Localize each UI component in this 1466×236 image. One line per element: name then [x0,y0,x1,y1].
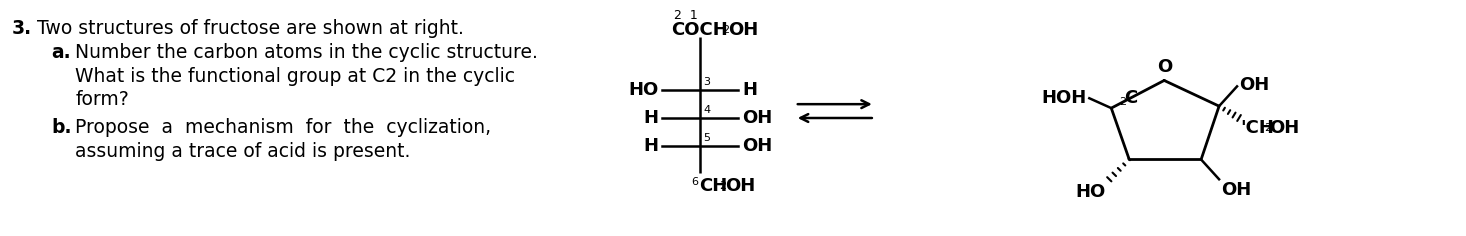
Text: What is the functional group at C2 in the cyclic: What is the functional group at C2 in th… [75,67,515,86]
Text: 5: 5 [704,133,710,143]
Text: OH: OH [742,137,773,155]
Text: 3.: 3. [12,19,31,38]
Text: Two structures of fructose are shown at right.: Two structures of fructose are shown at … [37,19,465,38]
Text: 2: 2 [1119,97,1126,107]
Text: 2  1: 2 1 [674,9,698,22]
Text: HOH: HOH [1041,89,1086,107]
Text: H: H [742,81,756,99]
Text: H: H [644,137,658,155]
Text: 4: 4 [704,105,710,115]
Text: b.: b. [51,118,72,137]
Text: 'CH: 'CH [1240,119,1274,137]
Text: OH: OH [729,21,758,39]
Text: OH: OH [1221,181,1252,199]
Text: HO: HO [1075,183,1105,201]
Text: OH: OH [742,109,773,127]
Text: O: O [1158,58,1173,76]
Text: H: H [644,109,658,127]
Text: form?: form? [75,90,129,109]
Text: OH: OH [1239,76,1270,94]
Text: Number the carbon atoms in the cyclic structure.: Number the carbon atoms in the cyclic st… [75,43,538,62]
Text: COCH: COCH [670,21,727,39]
Text: 2: 2 [723,25,729,35]
Text: 3: 3 [704,77,710,87]
Text: C: C [1124,89,1138,107]
Text: 2: 2 [1264,123,1271,133]
Text: OH: OH [726,177,755,195]
Text: CH: CH [699,177,727,195]
Text: a.: a. [51,43,70,62]
Text: 6: 6 [690,177,698,187]
Text: Propose  a  mechanism  for  the  cyclization,: Propose a mechanism for the cyclization, [75,118,491,137]
Text: 2: 2 [718,181,726,191]
Text: OH: OH [1270,119,1299,137]
Text: assuming a trace of acid is present.: assuming a trace of acid is present. [75,142,410,161]
Text: HO: HO [627,81,658,99]
